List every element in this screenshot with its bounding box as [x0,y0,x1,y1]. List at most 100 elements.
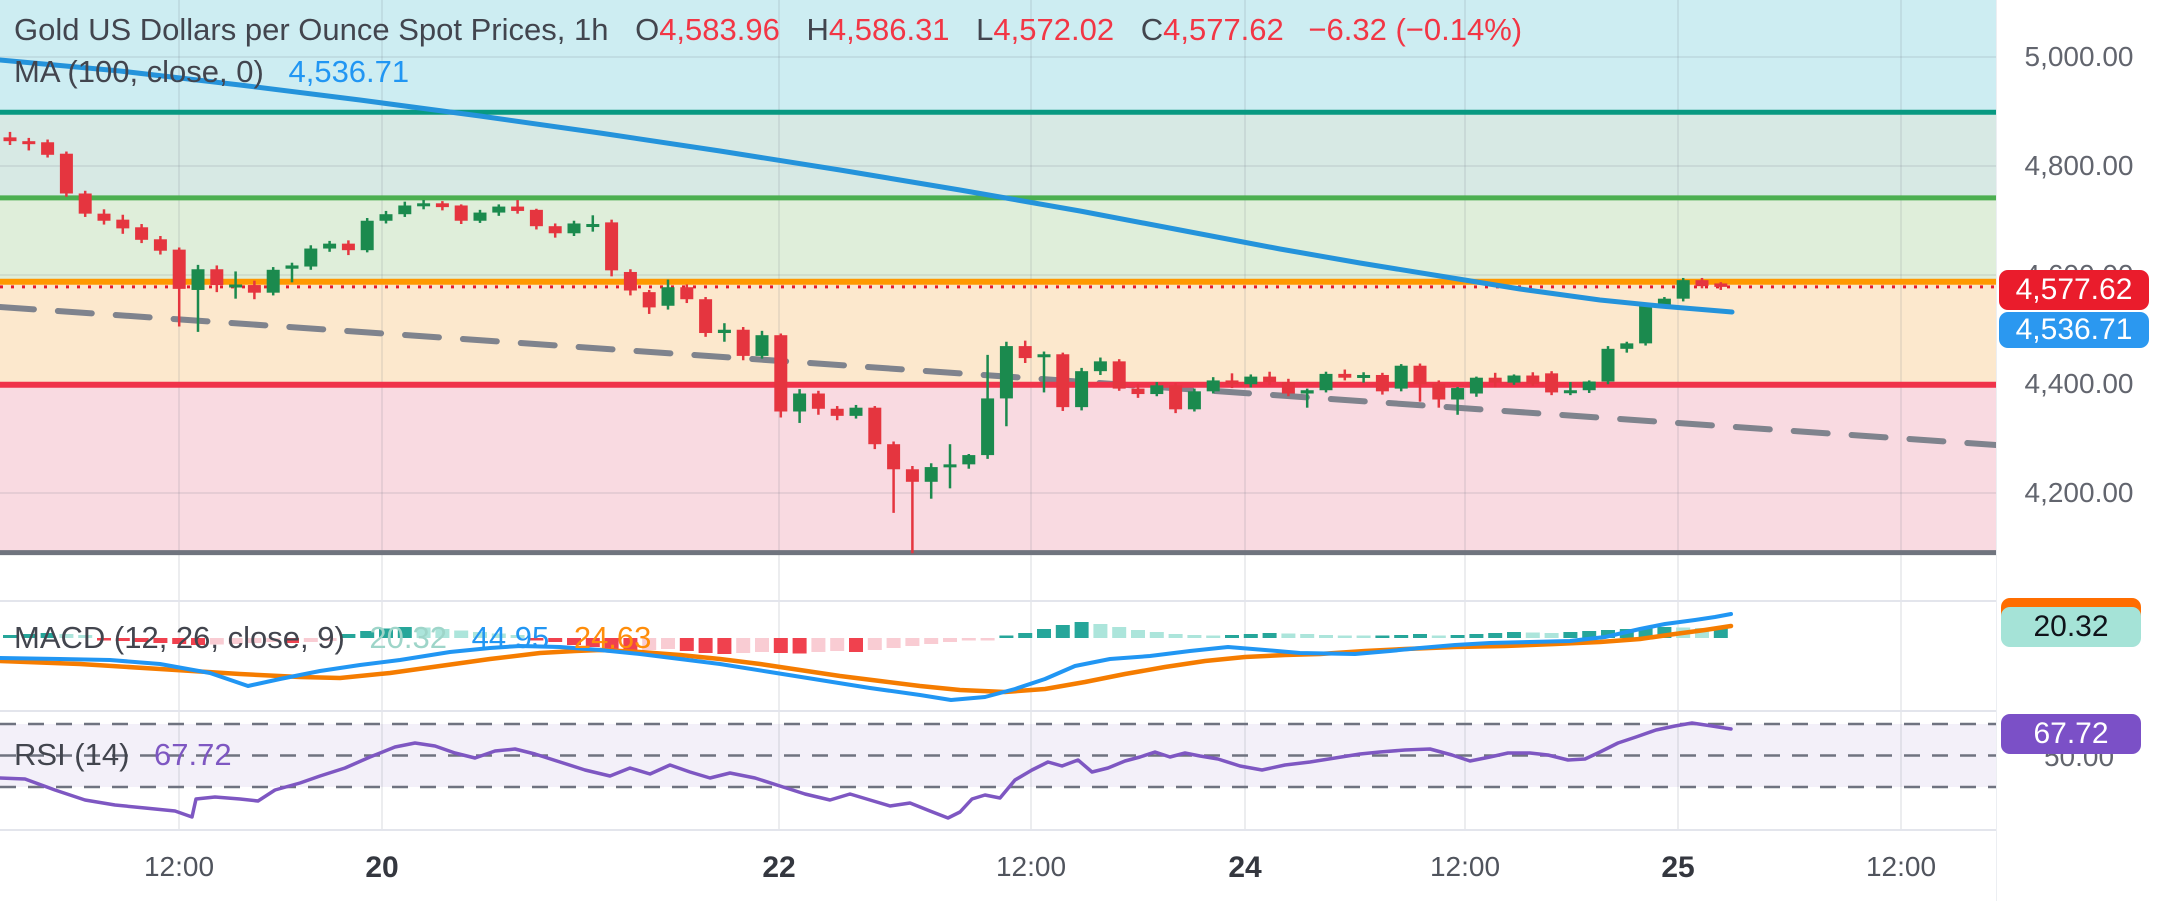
time-label: 12:00 [1429,851,1501,882]
candle-body [1150,385,1164,395]
candle-body [41,142,55,155]
macd-histogram-bar [773,638,788,653]
macd-line [0,612,1733,702]
candle-body [1375,374,1389,392]
candle-body [1563,390,1577,394]
macd-histogram-bar [1657,627,1672,638]
macd-histogram-bar [1055,625,1070,638]
price-band [0,385,1996,553]
macd-histogram-bar [679,638,694,651]
price-label: 4,800.00 [2024,150,2134,181]
macd-histogram-bar [1018,633,1033,638]
macd-histogram-bar [1713,627,1728,638]
macd-histogram-bar [1319,635,1333,638]
candle-body [417,203,431,207]
macd-histogram-bar [1243,634,1258,638]
macd-histogram-bar [435,629,450,638]
price-pane[interactable] [0,0,1996,600]
macd-histogram-bar [59,634,74,638]
candle-body [1300,390,1314,394]
macd-histogram-bar [736,638,751,653]
macd-histogram-bar [1582,631,1597,638]
macd-histogram-bar [642,638,657,650]
candle-body [1357,374,1371,378]
candle-body [943,464,957,468]
time-label: 24 [1228,851,1262,884]
macd-histogram-bar [755,638,769,652]
macd-histogram-bar [943,638,957,642]
macd-histogram-bar [924,638,939,644]
macd-histogram-bar [247,638,262,643]
candle-body [1037,354,1051,358]
macd-histogram-bar [454,630,469,638]
macd-histogram-bar [1695,628,1709,638]
candle-body [1582,381,1596,391]
candle-body [191,269,205,290]
macd-histogram-bar [1337,635,1352,638]
candle-body [78,193,92,214]
candle-body [247,285,261,293]
macd-histogram-bar [1450,635,1465,638]
candle-body [1601,348,1615,382]
candle-body [153,239,167,251]
time-axis[interactable]: 12:00 20 22 12:00 24 12:00 25 12:00 [0,829,1996,901]
candle-body [924,467,938,482]
candle-body [511,206,525,211]
macd-pane[interactable] [0,600,1996,710]
candle-body [1319,373,1333,391]
time-label: 25 [1661,851,1695,884]
candle-body [22,141,36,145]
macd-histogram-bar [97,638,111,641]
macd-histogram-bar [209,638,224,645]
macd-histogram-bar [1469,634,1484,638]
ma100-line [0,57,1735,315]
macd-histogram-bar [341,634,356,638]
price-axis[interactable]: 20.32 4,577.62 4,536.71 67.72 5,000.00 4,… [1996,0,2160,901]
rsi-value-badge: 67.72 [2001,714,2141,754]
candle-body [586,224,600,228]
macd-histogram-bar [623,638,638,651]
candle-body [661,287,675,306]
macd-histogram-bar [303,638,318,642]
candle-body [97,213,111,221]
candle-body [1432,383,1446,400]
price-band [0,112,1996,198]
macd-histogram-bar [792,638,807,654]
candle-body [1281,382,1295,394]
macd-histogram-bar [548,638,563,642]
macd-histogram-bar [1300,634,1315,638]
candle-body [1263,376,1277,383]
chart-canvas[interactable]: Gold US Dollars per Ounce Spot Prices, 1… [0,0,1996,901]
candle-body [266,269,280,293]
macd-histogram-bar [1112,627,1127,638]
macd-histogram-bar [529,638,544,641]
macd-histogram-bar [999,635,1014,638]
macd-histogram-bar [811,638,826,652]
candle-body [736,329,750,356]
time-label: 12:00 [143,851,215,882]
macd-histogram-bar [1206,635,1221,638]
candle-body [1413,365,1427,385]
candle-body [868,407,882,445]
candle-body [1676,280,1690,299]
price-band [0,0,1996,112]
macd-histogram-bar [1375,635,1390,638]
macd-histogram-bar [172,638,187,644]
candle-body [304,248,318,267]
candle-body [1187,391,1201,410]
candle-body [529,209,543,227]
candle-body [1131,388,1145,395]
macd-histogram-bar [134,638,149,642]
candle-body [642,292,656,308]
candle-body [755,335,769,356]
macd-histogram-bar [1225,635,1239,638]
candle-body [605,222,619,271]
candle-body [172,249,186,289]
macd-histogram-bar [510,635,525,638]
candle-body [1075,371,1089,408]
candle-body [398,205,412,215]
rsi-pane[interactable] [0,710,1996,829]
candle-body [849,407,863,416]
macd-histogram-bar [717,638,732,654]
candle-body [623,271,637,291]
